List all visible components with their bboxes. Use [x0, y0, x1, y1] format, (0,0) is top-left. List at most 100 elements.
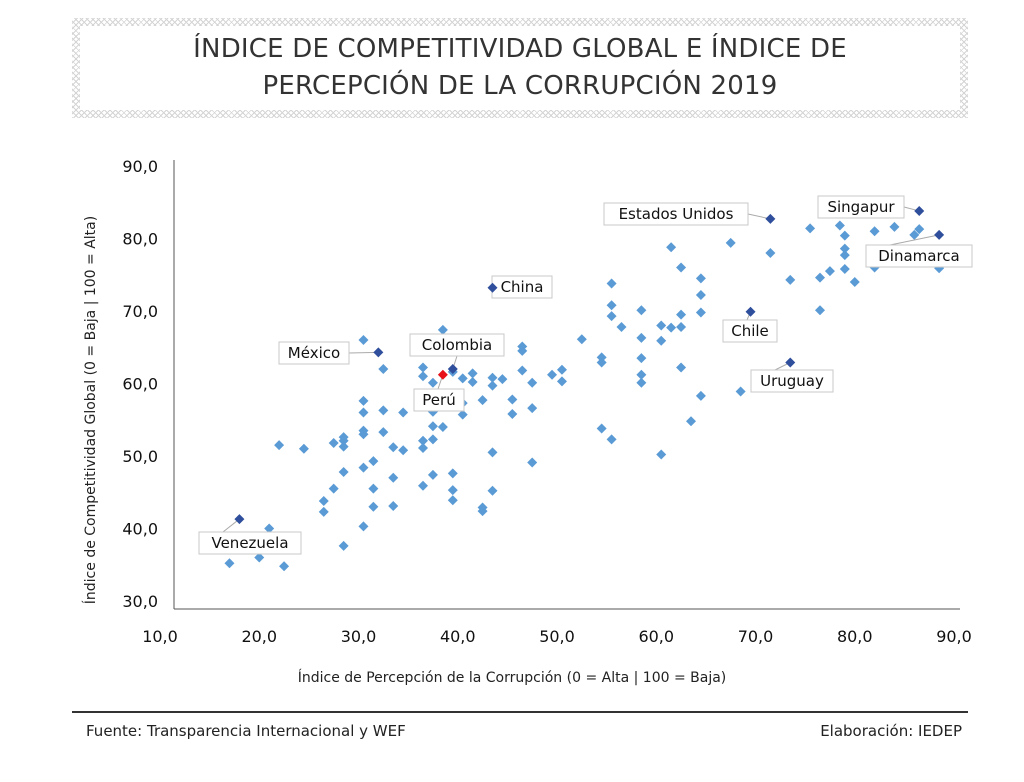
- data-point: [889, 221, 900, 232]
- data-point: [328, 483, 339, 494]
- data-point: [487, 485, 498, 496]
- data-point: [695, 290, 706, 301]
- data-point: [477, 395, 488, 406]
- callout-box: [722, 319, 778, 343]
- data-point: [338, 466, 349, 477]
- data-point: [358, 462, 369, 473]
- data-point: [487, 447, 498, 458]
- data-point: [418, 371, 429, 382]
- highlighted-point: [447, 364, 458, 374]
- data-point: [507, 408, 518, 419]
- data-point: [785, 274, 796, 285]
- y-axis-label: Índice de Competitividad Global (0 = Baj…: [82, 216, 99, 604]
- data-point: [398, 445, 409, 456]
- data-point: [695, 307, 706, 318]
- callout-label: Chile: [731, 322, 769, 340]
- y-tick-label: 70,0: [122, 302, 158, 321]
- data-point: [388, 501, 399, 512]
- data-point: [378, 364, 389, 374]
- data-point: [358, 521, 369, 532]
- data-point: [834, 220, 845, 231]
- data-point: [338, 435, 349, 446]
- data-point: [418, 443, 429, 454]
- data-point: [388, 442, 399, 453]
- data-point: [869, 226, 880, 237]
- callout-box: [198, 531, 302, 555]
- highlighted-point: [487, 282, 498, 293]
- data-point: [338, 441, 349, 452]
- data-point: [616, 321, 627, 332]
- chart-title-line-1: ÍNDICE DE COMPETITIVIDAD GLOBAL E ÍNDICE…: [193, 34, 847, 64]
- x-tick-label: 70,0: [738, 627, 774, 646]
- data-point: [457, 409, 468, 420]
- data-point: [596, 423, 607, 434]
- data-point: [676, 309, 687, 320]
- data-point: [914, 224, 925, 235]
- data-point: [656, 335, 667, 346]
- highlighted-points: [234, 205, 945, 525]
- data-point: [527, 457, 538, 468]
- data-point: [735, 386, 746, 397]
- data-point: [497, 374, 508, 385]
- data-point: [636, 377, 647, 388]
- data-point: [656, 449, 667, 460]
- callout-label: México: [288, 344, 340, 362]
- data-point: [909, 229, 920, 240]
- callout-box: [278, 341, 350, 365]
- data-point: [338, 540, 349, 551]
- data-point: [279, 561, 290, 572]
- data-point: [427, 469, 438, 480]
- data-point: [725, 237, 736, 248]
- data-point: [328, 437, 339, 448]
- data-point: [318, 495, 329, 506]
- chart-title: ÍNDICE DE COMPETITIVIDAD GLOBAL E ÍNDICE…: [80, 26, 960, 110]
- data-point: [368, 456, 379, 467]
- data-point: [596, 352, 607, 363]
- data-point: [676, 262, 687, 273]
- footer-credit: Elaboración: IEDEP: [820, 722, 962, 740]
- highlighted-point: [437, 369, 448, 380]
- data-point: [224, 558, 235, 569]
- data-point: [805, 223, 816, 234]
- data-point: [517, 341, 528, 352]
- data-point: [427, 377, 438, 388]
- highlighted-point: [765, 213, 776, 224]
- y-tick-label: 40,0: [122, 520, 158, 539]
- data-point: [636, 332, 647, 343]
- data-point: [606, 300, 617, 311]
- x-tick-label: 50,0: [539, 627, 575, 646]
- data-point: [636, 305, 647, 316]
- data-point: [487, 372, 498, 383]
- callout-box: [413, 388, 465, 412]
- highlighted-point: [914, 205, 925, 216]
- data-point: [636, 369, 647, 380]
- data-point: [676, 321, 687, 332]
- data-point: [527, 403, 538, 414]
- data-point: [398, 407, 409, 418]
- data-point: [685, 416, 696, 427]
- data-point: [839, 230, 850, 241]
- callout-label: Singapur: [827, 198, 895, 216]
- data-point: [765, 248, 776, 258]
- callout-box: [750, 369, 834, 393]
- data-point: [824, 266, 835, 277]
- data-point: [695, 273, 706, 284]
- data-point: [606, 278, 617, 289]
- data-point: [254, 552, 265, 563]
- data-point: [596, 357, 607, 368]
- data-point: [839, 263, 850, 274]
- data-point: [298, 443, 309, 454]
- data-point: [507, 394, 518, 405]
- data-point: [427, 421, 438, 432]
- data-point: [656, 320, 667, 331]
- x-tick-label: 10,0: [142, 627, 178, 646]
- data-point: [606, 311, 617, 322]
- x-tick-label: 90,0: [936, 627, 972, 646]
- data-point: [457, 373, 468, 384]
- data-point: [839, 243, 850, 254]
- highlighted-point: [934, 229, 945, 240]
- data-point: [467, 377, 478, 388]
- chart-title-line-2: PERCEPCIÓN DE LA CORRUPCIÓN 2019: [262, 71, 778, 101]
- data-point: [358, 335, 369, 345]
